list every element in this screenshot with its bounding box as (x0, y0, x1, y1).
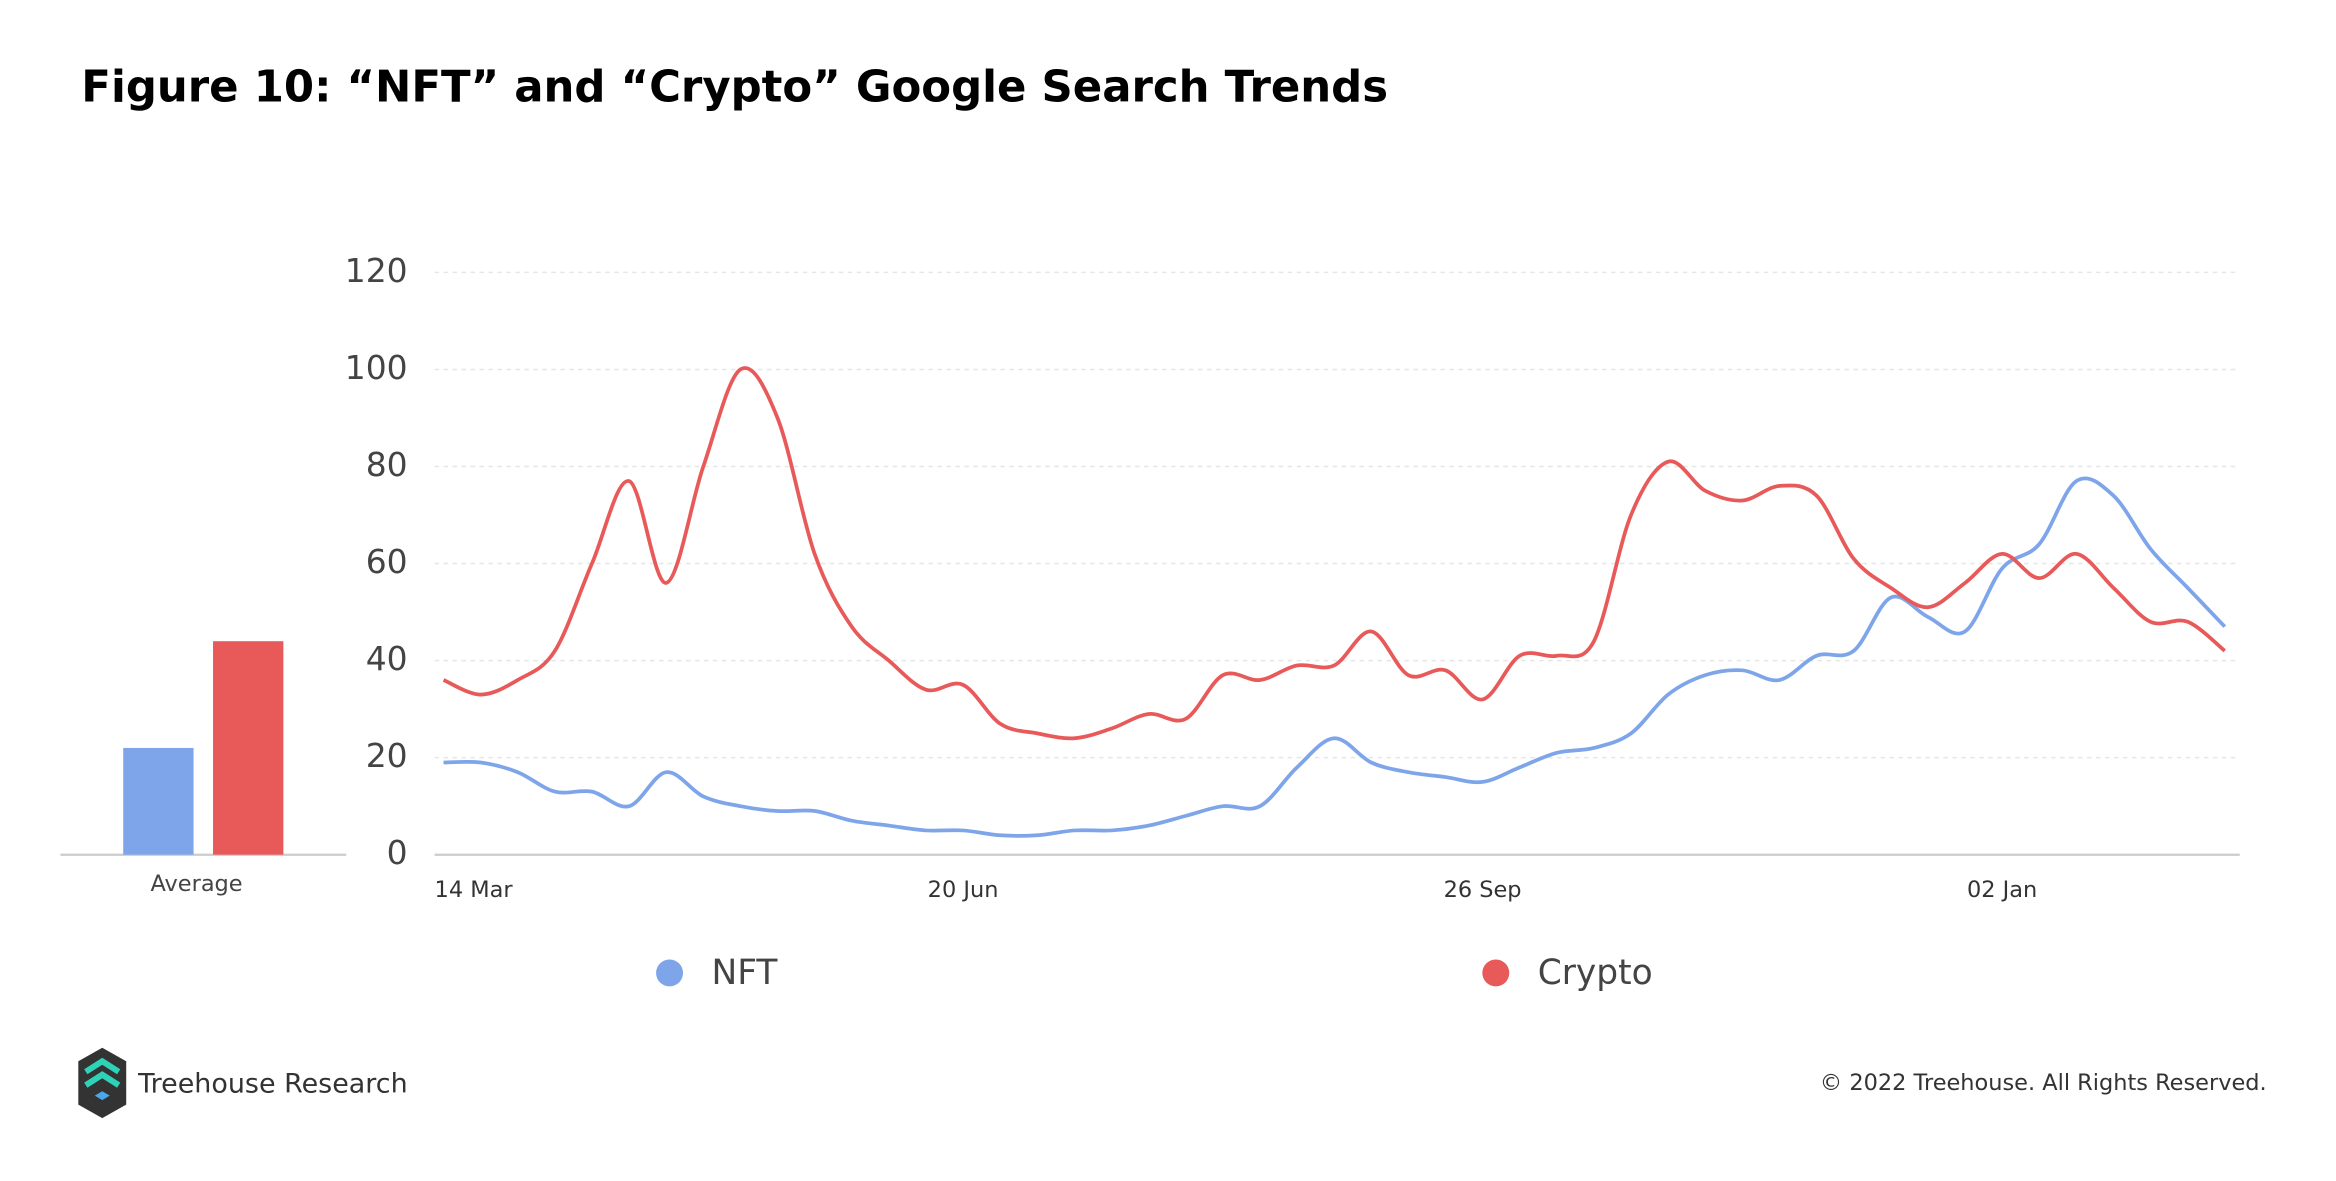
x-tick-label: 02 Jan (1967, 877, 2037, 903)
y-tick-label: 100 (345, 348, 408, 387)
x-tick-label: 14 Mar (435, 877, 514, 903)
y-tick-label: 80 (366, 445, 408, 484)
legend-marker (1482, 959, 1510, 987)
legend-label: Crypto (1538, 953, 1653, 993)
line-0 (443, 476, 2227, 838)
y-tick-label: 60 (366, 542, 408, 581)
chart-title: Figure 10: “NFT” and “Crypto” Google Sea… (81, 62, 1388, 112)
x-tick-label: 20 Jun (928, 877, 999, 903)
y-tick-label: 20 (366, 736, 408, 775)
bar (213, 641, 284, 855)
copyright: © 2022 Treehouse. All Rights Reserved. (1820, 1070, 2267, 1096)
brand: Treehouse Research (137, 1069, 407, 1100)
y-tick-label: 120 (345, 251, 408, 290)
line-1 (442, 366, 2226, 741)
x-tick-label: 26 Sep (1444, 877, 1522, 903)
y-tick-label: 0 (387, 833, 408, 872)
legend-label: NFT (711, 953, 778, 993)
bar (123, 747, 194, 855)
y-tick-label: 40 (366, 639, 408, 678)
x-tick-label: Average (150, 871, 242, 897)
legend-marker (656, 959, 684, 987)
logo (78, 1047, 127, 1119)
